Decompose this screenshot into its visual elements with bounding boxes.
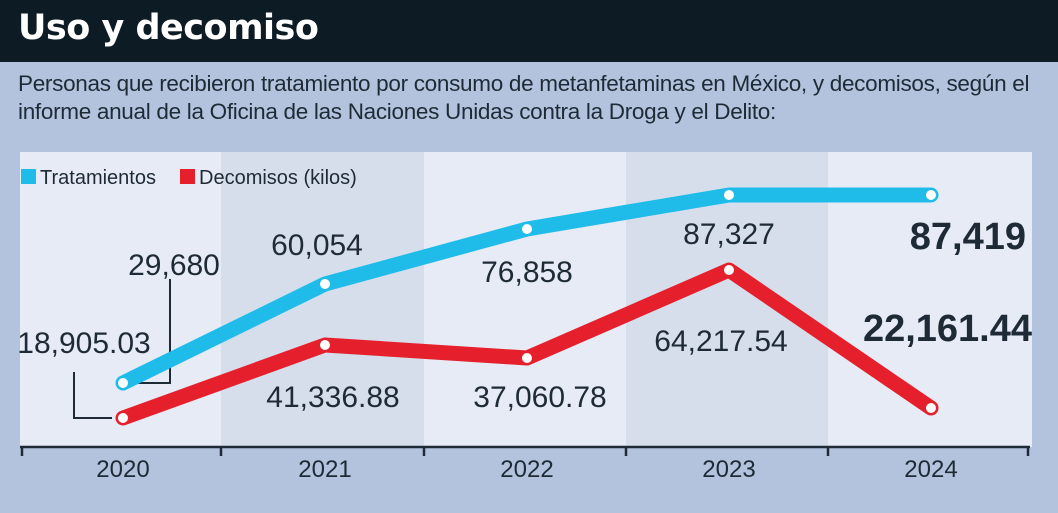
- x-axis-tick-labels: 2020 2021 2022 2023 2024: [96, 456, 957, 483]
- data-label-0-2024: 87,419: [910, 216, 1026, 258]
- leader-line-decomisos-2020: [135, 279, 171, 384]
- data-label-1-2022: 37,060.78: [473, 381, 606, 414]
- data-point-1-2020: [116, 411, 130, 425]
- data-point-0-2021: [318, 277, 332, 291]
- data-point-0-2024: [924, 188, 938, 202]
- plot-band-2021: [221, 152, 424, 447]
- data-label-1-2024: 22,161.44: [863, 308, 1032, 350]
- legend-swatch-1: [180, 169, 195, 184]
- page-subtitle: Personas que recibieron tratamiento por …: [18, 71, 1030, 124]
- x-tick-label-2022: 2022: [500, 456, 553, 483]
- plot-band-2022: [424, 152, 626, 447]
- x-axis: [20, 445, 1030, 456]
- data-point-0-2022: [520, 222, 534, 236]
- data-label-1-2023: 64,217.54: [654, 325, 787, 358]
- data-label-1-2020: 29,680: [128, 249, 220, 282]
- data-point-1-2024: [924, 401, 938, 415]
- data-label-0-2022: 76,858: [481, 256, 573, 289]
- legend-label-0: Tratamientos: [40, 167, 156, 189]
- page-title: Uso y decomiso: [18, 8, 319, 48]
- legend: Tratamientos Decomisos (kilos): [21, 167, 357, 189]
- data-point-0-2023: [722, 188, 736, 202]
- x-tick-label-2020: 2020: [96, 456, 149, 483]
- data-point-1-2023: [722, 263, 736, 277]
- data-point-0-2020: [116, 376, 130, 390]
- x-tick-label-2023: 2023: [702, 456, 755, 483]
- leader-line-tratamientos-2020: [73, 372, 112, 419]
- data-label-1-2021: 41,336.88: [266, 381, 399, 414]
- data-label-0-2020: 18,905.03: [17, 327, 150, 360]
- leader-lines: [73, 279, 171, 419]
- plot-band-2020: [20, 152, 221, 447]
- x-tick-label-2021: 2021: [298, 456, 351, 483]
- x-tick-label-2024: 2024: [904, 456, 957, 483]
- legend-swatch-0: [21, 169, 36, 184]
- data-label-0-2021: 60,054: [271, 229, 363, 262]
- data-point-1-2022: [520, 351, 534, 365]
- data-point-1-2021: [318, 338, 332, 352]
- plot-bands: [20, 152, 1032, 447]
- title-bar: Uso y decomiso: [0, 0, 1058, 62]
- series-points: [116, 188, 938, 425]
- data-labels: 18,905.03 60,054 76,858 87,327 87,419 29,680 4…: [17, 216, 1032, 414]
- data-label-0-2023: 87,327: [683, 218, 775, 251]
- legend-label-1: Decomisos (kilos): [199, 167, 357, 189]
